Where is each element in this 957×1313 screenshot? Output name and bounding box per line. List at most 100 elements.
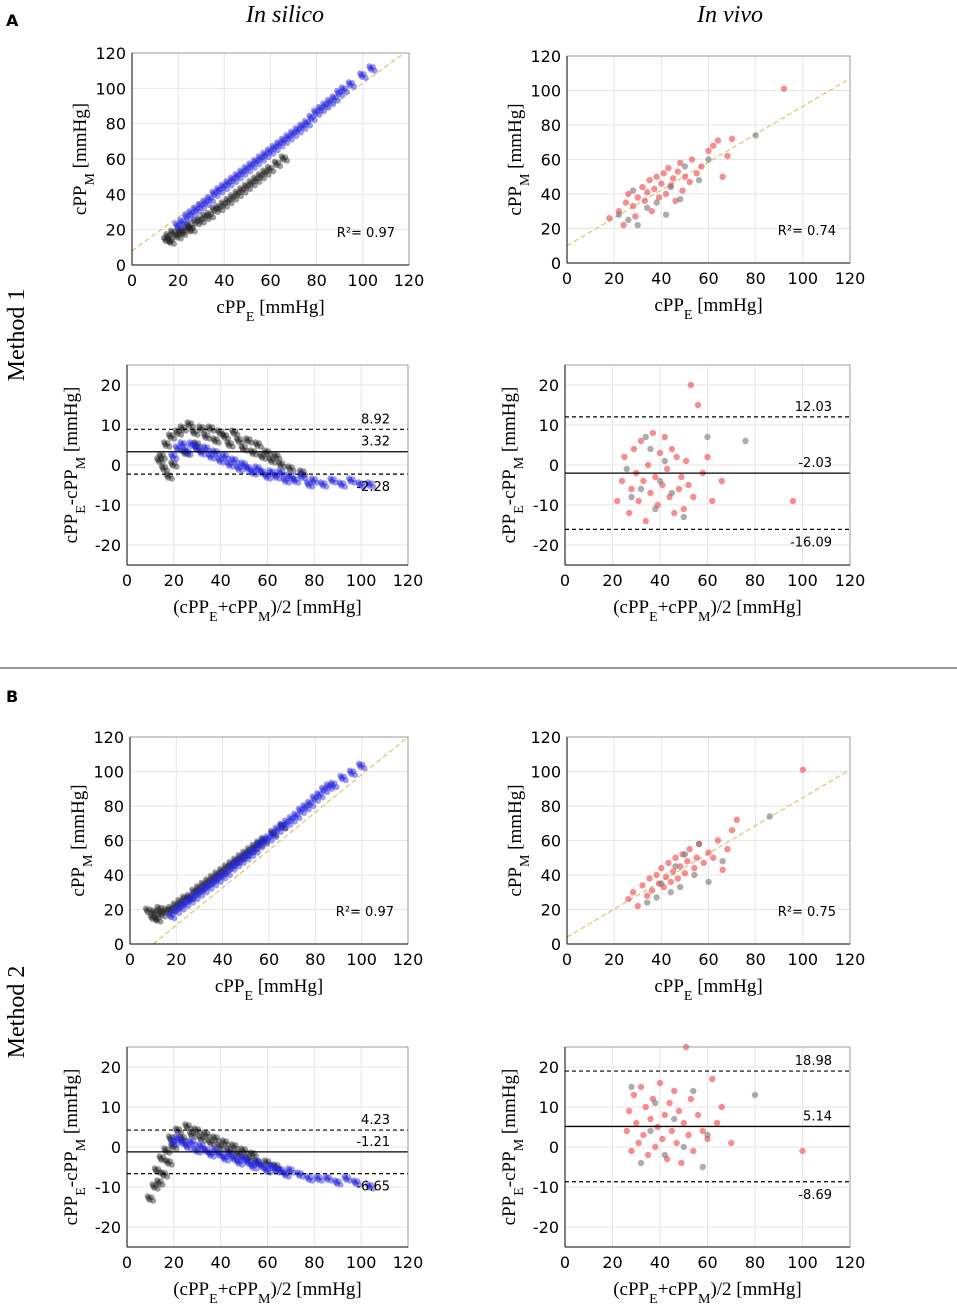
data-point (270, 1162, 277, 1169)
data-point (179, 1140, 186, 1147)
data-point (230, 858, 237, 865)
data-point (169, 1140, 176, 1147)
data-point (277, 163, 284, 170)
data-point (277, 140, 284, 147)
data-point (249, 178, 256, 185)
data-point (324, 783, 331, 790)
data-point (225, 461, 232, 468)
data-point (188, 896, 195, 903)
data-point (284, 140, 291, 147)
data-point (146, 1196, 153, 1203)
data-point (243, 852, 250, 859)
data-point (296, 815, 303, 822)
data-point (227, 860, 234, 867)
data-point (164, 467, 171, 474)
x-tick-label: 40 (650, 1253, 670, 1272)
data-point (291, 478, 298, 485)
data-point (253, 1165, 260, 1172)
data-point (639, 183, 646, 191)
data-point (241, 181, 248, 188)
data-point (209, 204, 216, 211)
data-point (268, 458, 275, 465)
data-point (178, 231, 185, 238)
x-tick-label: 100 (787, 571, 818, 590)
data-point (296, 467, 303, 474)
data-point (271, 451, 278, 458)
data-point (256, 161, 263, 168)
chart-b-silico-ba: 4.23-1.21-6.650 20 40 60 80 100 120-20-1001020… (61, 1046, 423, 1307)
data-point (272, 453, 279, 460)
data-point (288, 1166, 295, 1173)
data-point (154, 1179, 161, 1186)
data-point (718, 477, 725, 485)
data-point (719, 866, 726, 874)
y-tick-label: 40 (541, 866, 561, 885)
series-red (623, 1043, 806, 1167)
data-point (273, 832, 280, 839)
y-tick-label: 100 (93, 763, 124, 782)
data-point (728, 1139, 735, 1147)
data-point (211, 192, 218, 199)
data-point (148, 914, 155, 921)
data-point (284, 157, 291, 164)
data-point (282, 136, 289, 143)
data-point (705, 849, 712, 856)
data-point (272, 1163, 279, 1170)
x-tick-label: 60 (260, 271, 280, 290)
x-tick-label: 20 (166, 950, 186, 969)
data-point (167, 239, 174, 246)
data-point (218, 181, 225, 188)
data-point (213, 871, 220, 878)
data-point (625, 216, 632, 224)
data-point (171, 902, 178, 909)
data-point (310, 803, 317, 810)
data-point (238, 1153, 245, 1160)
data-point (181, 424, 188, 431)
data-point (243, 1153, 250, 1160)
data-point (167, 1136, 174, 1143)
data-point (282, 154, 289, 161)
data-point (699, 1163, 706, 1171)
data-point (643, 892, 651, 899)
data-point (335, 1178, 342, 1185)
data-point (261, 471, 268, 478)
data-point (256, 440, 263, 447)
data-point (204, 879, 211, 886)
data-point (252, 439, 259, 446)
data-point (325, 98, 332, 105)
data-point (337, 88, 344, 95)
data-point (257, 840, 264, 847)
data-point (192, 1141, 199, 1148)
data-point (364, 479, 371, 486)
data-point (171, 1137, 178, 1144)
y-axis-label: cPPM [mmHg] (68, 784, 96, 896)
data-point (304, 1175, 311, 1182)
data-point (195, 1126, 202, 1133)
data-point (684, 858, 691, 865)
data-point (231, 866, 238, 873)
data-point (271, 1165, 278, 1172)
data-point (285, 479, 292, 486)
data-point (249, 450, 256, 457)
chart-a-vivo-ba: 12.03-2.03-16.090 20 40 60 80 100 120-20-10010… (499, 364, 865, 625)
data-point (205, 201, 212, 208)
data-point (190, 429, 197, 436)
data-point (207, 454, 214, 461)
data-point (198, 426, 205, 433)
data-point (227, 866, 233, 873)
data-point (212, 874, 219, 881)
data-point (368, 480, 375, 487)
data-point (275, 459, 282, 466)
data-point (232, 170, 239, 177)
data-point (167, 1158, 174, 1165)
data-point (647, 489, 654, 497)
data-point (270, 168, 277, 175)
data-point (169, 462, 176, 469)
data-point (366, 482, 373, 489)
data-point (280, 156, 287, 163)
data-point (253, 471, 260, 478)
data-point (214, 209, 221, 216)
data-point (221, 454, 228, 461)
data-point (656, 477, 664, 485)
data-point (329, 781, 336, 788)
